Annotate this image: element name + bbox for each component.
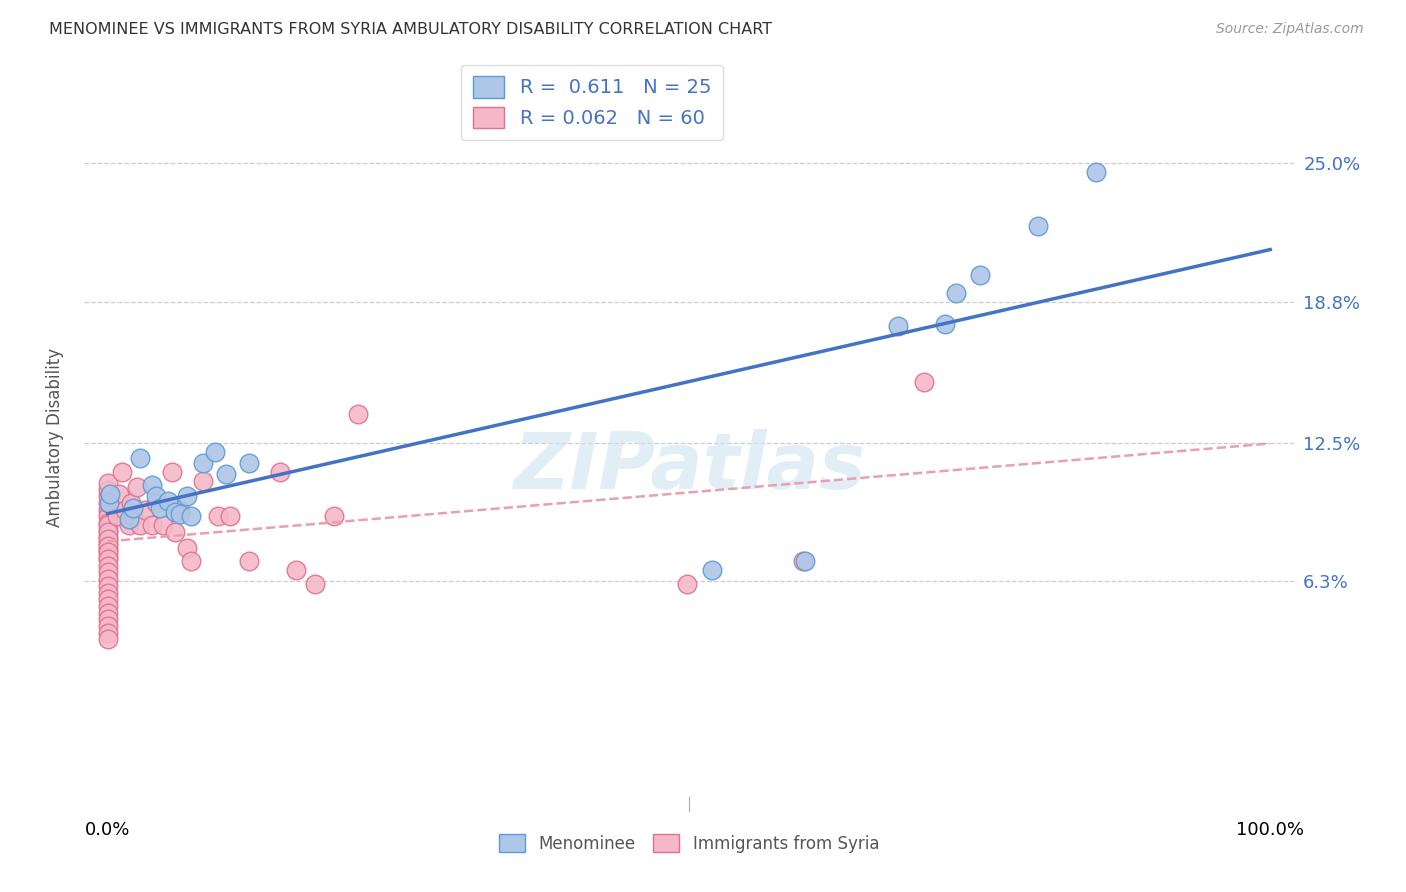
Point <box>934 317 956 331</box>
Point <box>157 493 180 508</box>
Point <box>180 554 202 568</box>
Point <box>105 509 128 524</box>
Point <box>122 509 145 524</box>
Point <box>97 475 120 490</box>
Point <box>323 509 346 524</box>
Point <box>191 456 214 470</box>
Point <box>887 319 910 334</box>
Point <box>117 512 139 526</box>
Point <box>97 516 120 531</box>
Point <box>114 502 136 516</box>
Point <box>97 539 120 553</box>
Point <box>97 549 120 564</box>
Point <box>141 478 163 492</box>
Point <box>702 563 724 577</box>
Point <box>97 496 120 510</box>
Point <box>792 554 814 568</box>
Point <box>122 500 145 515</box>
Point <box>152 518 174 533</box>
Text: MENOMINEE VS IMMIGRANTS FROM SYRIA AMBULATORY DISABILITY CORRELATION CHART: MENOMINEE VS IMMIGRANTS FROM SYRIA AMBUL… <box>49 22 772 37</box>
Point <box>191 474 214 488</box>
Point <box>238 554 260 568</box>
Point <box>97 483 120 497</box>
Point <box>165 505 187 519</box>
Point <box>97 579 120 593</box>
Point <box>169 502 191 516</box>
Point <box>145 496 167 510</box>
Point <box>97 619 120 633</box>
Point <box>176 541 198 555</box>
Point <box>98 487 121 501</box>
Point <box>794 554 817 568</box>
Point <box>97 585 120 599</box>
Point <box>97 625 120 640</box>
Point <box>97 525 120 540</box>
Point <box>304 576 326 591</box>
Point <box>97 532 120 546</box>
Point <box>97 632 120 647</box>
Point <box>218 509 240 524</box>
Point <box>97 536 120 550</box>
Point <box>110 465 132 479</box>
Point <box>675 576 697 591</box>
Point <box>97 496 120 510</box>
Text: Source: ZipAtlas.com: Source: ZipAtlas.com <box>1216 22 1364 37</box>
Point <box>969 268 991 282</box>
Point <box>1084 165 1107 179</box>
Point <box>97 592 120 607</box>
Point <box>165 525 187 540</box>
Point <box>97 552 120 566</box>
Point <box>129 518 152 533</box>
Point <box>97 523 120 537</box>
Point <box>97 509 120 524</box>
Point <box>134 502 156 516</box>
Point <box>120 496 142 510</box>
Point <box>180 509 202 524</box>
Point <box>117 518 139 533</box>
Point <box>97 566 120 580</box>
Point <box>176 489 198 503</box>
Point <box>204 444 226 458</box>
Point <box>97 599 120 613</box>
Point <box>97 612 120 626</box>
Point <box>145 489 167 503</box>
Point <box>97 502 120 516</box>
Point <box>215 467 238 481</box>
Point <box>97 530 120 544</box>
Point <box>160 465 183 479</box>
Point <box>912 376 935 390</box>
Point <box>97 543 120 558</box>
Point <box>149 500 172 515</box>
Point <box>97 572 120 586</box>
Point <box>108 487 131 501</box>
Point <box>141 518 163 533</box>
Point <box>1026 219 1049 233</box>
Point <box>97 489 120 503</box>
Point <box>238 456 260 470</box>
Point <box>125 480 148 494</box>
Point <box>97 558 120 573</box>
Point <box>97 545 120 559</box>
Point <box>129 451 152 466</box>
Point <box>97 518 120 533</box>
Point <box>169 508 191 522</box>
Point <box>346 407 368 421</box>
Point <box>285 563 308 577</box>
Point <box>945 285 967 300</box>
Point <box>207 509 229 524</box>
Point <box>269 465 291 479</box>
Point <box>97 606 120 620</box>
Text: ZIPatlas: ZIPatlas <box>513 429 865 505</box>
Legend: Menominee, Immigrants from Syria: Menominee, Immigrants from Syria <box>492 828 886 860</box>
Y-axis label: Ambulatory Disability: Ambulatory Disability <box>45 348 63 526</box>
